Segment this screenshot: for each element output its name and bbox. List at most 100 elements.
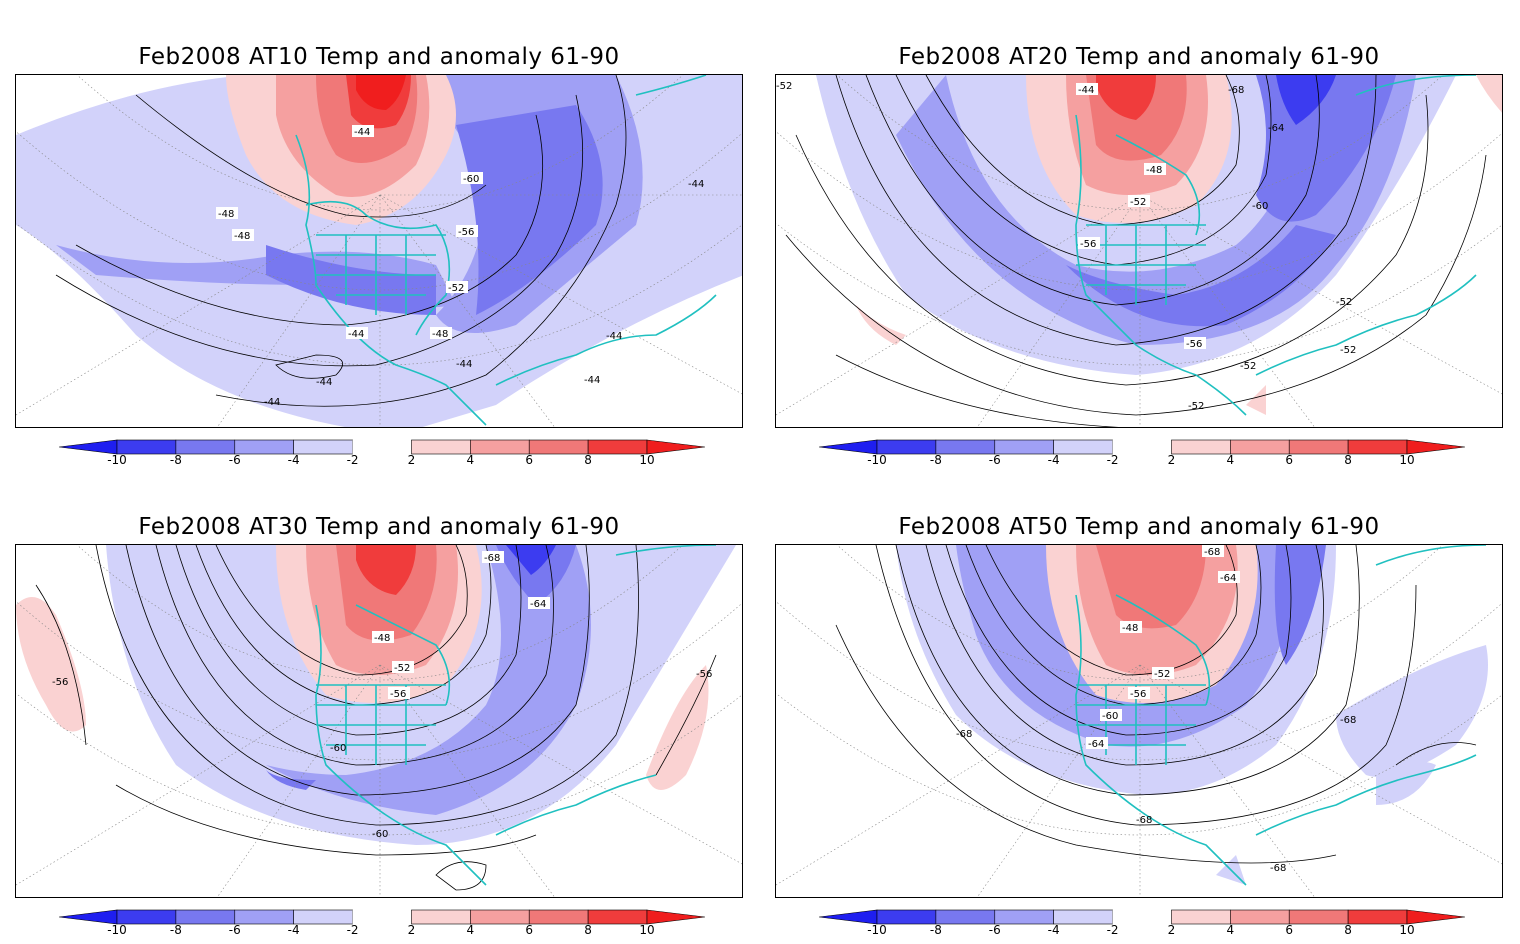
contour-label: -52 bbox=[1188, 401, 1204, 412]
contour-label: -56 bbox=[390, 689, 406, 700]
colorbar-tick-label: 4 bbox=[467, 923, 475, 934]
colorbar-tick-label: 2 bbox=[1168, 923, 1176, 934]
colorbar-tick-label: -6 bbox=[229, 453, 241, 464]
contour-label: -60 bbox=[372, 829, 388, 840]
colorbar-bin bbox=[1053, 909, 1113, 925]
map-svg: -68 -64 -48 -52 -56 -60 -64 -68 -68 -68 … bbox=[776, 545, 1502, 897]
colorbar-bin bbox=[352, 440, 412, 454]
contour-label: -68 bbox=[1136, 815, 1152, 826]
colorbar-tick-label: -10 bbox=[867, 923, 887, 934]
colorbar-tick-label: -2 bbox=[1107, 453, 1119, 464]
colorbar: -10 -8 -6 -4 -2 2 4 6 8 10 bbox=[819, 904, 1465, 934]
map-plot: -44 -68 -64 -48 -52 -60 -56 -52 -56 -52 … bbox=[775, 74, 1503, 428]
colorbar-bin bbox=[1288, 909, 1349, 925]
colorbar-bin bbox=[935, 909, 996, 925]
colorbar-bin bbox=[352, 910, 412, 924]
contour-label: -44 bbox=[456, 359, 472, 370]
contour-label: -44 bbox=[316, 377, 332, 388]
colorbar-tick-label: -8 bbox=[930, 923, 942, 934]
map-plot: -68 -64 -48 -52 -56 -56 -60 -56 -60 bbox=[15, 544, 743, 898]
contour-label: -60 bbox=[1102, 711, 1118, 722]
colorbar-arrow-high bbox=[1406, 439, 1465, 455]
colorbar-bin bbox=[1347, 439, 1408, 455]
colorbar-svg: -10 -8 -6 -4 -2 2 4 6 8 10 bbox=[819, 439, 1465, 464]
colorbar-tick-label: -2 bbox=[347, 923, 359, 934]
colorbar-bin bbox=[293, 439, 353, 455]
contour-label: -68 bbox=[1204, 547, 1220, 558]
colorbar-tick-label: 6 bbox=[525, 923, 533, 934]
colorbar-tick-label: 2 bbox=[408, 923, 416, 934]
colorbar-bin bbox=[587, 439, 648, 455]
map-plot: -44 -60 -44 -48 -48 -56 -52 -44 -48 -44 … bbox=[15, 74, 743, 428]
colorbar-bin bbox=[234, 909, 294, 925]
colorbar-tick-label: -6 bbox=[229, 923, 241, 934]
colorbar-tick-label: 6 bbox=[1285, 453, 1293, 464]
panel-at50: Feb2008 AT50 Temp and anomaly 61-90 bbox=[775, 514, 1503, 944]
colorbar-bin bbox=[876, 439, 937, 455]
contour-label: -44 bbox=[584, 375, 600, 386]
colorbar-tick-label: -8 bbox=[930, 453, 942, 464]
colorbar-tick-label: -2 bbox=[1107, 923, 1119, 934]
colorbar-bin bbox=[994, 439, 1054, 455]
contour-label: -52 bbox=[394, 663, 410, 674]
panel-at10: Feb2008 AT10 Temp and anomaly 61-90 bbox=[15, 44, 743, 474]
colorbar-tick-label: 2 bbox=[408, 453, 416, 464]
panel-title: Feb2008 AT50 Temp and anomaly 61-90 bbox=[898, 514, 1380, 540]
contour-label: -48 bbox=[1146, 165, 1162, 176]
colorbar-bin bbox=[1112, 440, 1172, 454]
colorbar-tick-label: 4 bbox=[1227, 453, 1235, 464]
contour-label: -48 bbox=[234, 231, 250, 242]
colorbar-bin bbox=[587, 909, 648, 925]
contour-label: -68 bbox=[1270, 863, 1286, 874]
contour-label: -64 bbox=[1088, 739, 1104, 750]
contour-label: -52 bbox=[1154, 669, 1170, 680]
colorbar-tick-label: 6 bbox=[525, 453, 533, 464]
contour-label: -48 bbox=[218, 209, 234, 220]
colorbar-bin bbox=[1053, 439, 1113, 455]
colorbar-bin bbox=[116, 909, 177, 925]
colorbar-bin bbox=[470, 909, 530, 925]
contour-label: -56 bbox=[458, 227, 474, 238]
colorbar-bin bbox=[234, 439, 294, 455]
colorbar-bin bbox=[528, 909, 589, 925]
colorbar-bin bbox=[1171, 909, 1231, 925]
contour-label: -68 bbox=[484, 553, 500, 564]
colorbar-tick-label: -2 bbox=[347, 453, 359, 464]
colorbar-tick-label: 2 bbox=[1168, 453, 1176, 464]
colorbar-tick-label: -8 bbox=[170, 453, 182, 464]
colorbar-bin bbox=[411, 909, 471, 925]
colorbar-bin bbox=[175, 439, 236, 455]
colorbar-bin bbox=[470, 439, 530, 455]
contour-label: -64 bbox=[1220, 573, 1236, 584]
contour-label: -44 bbox=[354, 127, 370, 138]
panel-at20: Feb2008 AT20 Temp and anomaly 61-90 bbox=[775, 44, 1503, 474]
contour-label: -52 bbox=[776, 81, 792, 92]
colorbar-bin bbox=[1112, 910, 1172, 924]
contour-label: -48 bbox=[432, 329, 448, 340]
colorbar-arrow-low bbox=[59, 909, 118, 925]
contour-label: -60 bbox=[1252, 201, 1268, 212]
colorbar-bin bbox=[293, 909, 353, 925]
contour-label: -48 bbox=[1122, 623, 1138, 634]
contour-label: -44 bbox=[1078, 85, 1094, 96]
colorbar-bin bbox=[994, 909, 1054, 925]
contour-label: -44 bbox=[606, 331, 622, 342]
colorbar-tick-label: 4 bbox=[1227, 923, 1235, 934]
contour-label: -56 bbox=[52, 677, 68, 688]
colorbar-tick-label: -4 bbox=[288, 453, 300, 464]
map-svg: -44 -68 -64 -48 -52 -60 -56 -52 -56 -52 … bbox=[776, 75, 1502, 427]
colorbar-tick-label: -10 bbox=[867, 453, 887, 464]
contour-label: -56 bbox=[1186, 339, 1202, 350]
contour-label: -64 bbox=[1268, 123, 1284, 134]
panel-title: Feb2008 AT30 Temp and anomaly 61-90 bbox=[138, 514, 620, 540]
colorbar-tick-label: 8 bbox=[1344, 923, 1352, 934]
map-svg: -68 -64 -48 -52 -56 -56 -60 -56 -60 bbox=[16, 545, 742, 897]
colorbar-tick-label: 10 bbox=[1399, 923, 1414, 934]
contour-label: -56 bbox=[1130, 689, 1146, 700]
colorbar: -10 -8 -6 -4 -2 2 4 6 8 10 bbox=[59, 434, 705, 464]
map-svg: -44 -60 -44 -48 -48 -56 -52 -44 -48 -44 … bbox=[16, 75, 742, 427]
colorbar-tick-label: -4 bbox=[288, 923, 300, 934]
contour-label: -60 bbox=[330, 743, 346, 754]
map-plot: -68 -64 -48 -52 -56 -60 -64 -68 -68 -68 … bbox=[775, 544, 1503, 898]
contour-label: -68 bbox=[1228, 85, 1244, 96]
